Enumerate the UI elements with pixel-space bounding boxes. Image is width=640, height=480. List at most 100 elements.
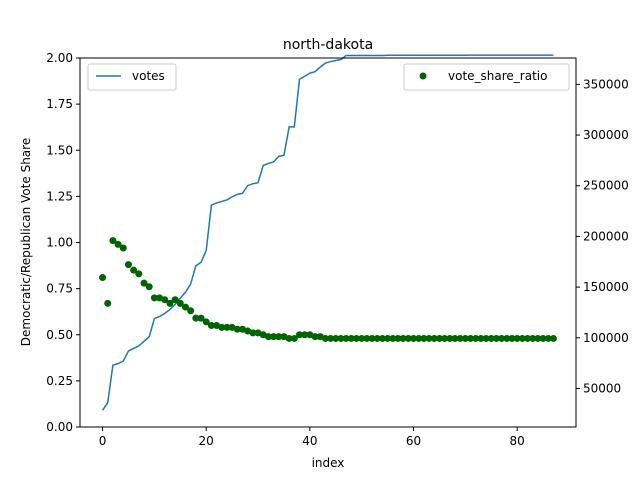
legend-votes-box [87,63,177,91]
x-tick-label: 0 [99,434,107,448]
vote-share-ratio-point [295,331,303,339]
chart-title: north-dakota [283,37,373,53]
vote-share-ratio-point [249,329,257,337]
vote-share-ratio-point [171,296,179,304]
vote-share-ratio-point [503,334,511,342]
left-y-axis: 0.00 0.25 0.50 0.75 1.00 1.25 1.50 1.75 2.00 [46,51,80,434]
plot-frame [79,57,577,428]
vote-share-ratio-point [135,270,143,278]
left-y-tick-label: 2.00 [46,51,73,65]
vote-share-ratio-point [223,323,231,331]
vote-share-ratio-point [435,334,443,342]
vote-share-ratio-point [456,334,464,342]
vote-share-ratio-point [321,334,329,342]
vote-share-ratio-point [176,299,184,307]
vote-share-ratio-point [461,334,469,342]
vote-share-ratio-point [181,303,189,311]
vote-share-ratio-point [161,296,169,304]
vote-share-ratio-point [192,314,200,322]
vote-share-ratio-point [347,334,355,342]
vote-share-ratio-point [477,334,485,342]
left-y-tick-label: 1.50 [46,143,73,157]
right-y-tick-label: 100000 [583,331,629,345]
vote-share-ratio-point [368,334,376,342]
legend-votes: votes [87,63,177,91]
vote-share-ratio-point [264,333,272,341]
vote-share-ratio-point [482,334,490,342]
legend-votes-label: votes [132,69,165,83]
x-tick-label: 20 [199,434,214,448]
vote-share-ratio-point [109,237,117,245]
legend-ratio-dot-icon [419,72,427,80]
right-y-axis: 50000 100000 150000 200000 250000 300000 35000… [576,77,629,395]
vote-share-ratio-point [104,299,112,307]
left-y-tick-label: 0.50 [46,328,73,342]
right-y-tick-label: 350000 [583,77,629,91]
vote-share-ratio-point [446,334,454,342]
vote-share-ratio-point [529,334,537,342]
vote-share-ratio-point [425,334,433,342]
vote-share-ratio-point [430,334,438,342]
vote-share-ratio-point [337,334,345,342]
vote-share-ratio-point [539,334,547,342]
x-axis: 0 20 40 60 80 [99,427,525,448]
vote-share-ratio-point [467,334,475,342]
right-y-tick-label: 200000 [583,229,629,243]
vote-share-ratio-point [218,323,226,331]
vote-share-ratio-point [285,334,293,342]
right-y-tick-label: 50000 [583,381,621,395]
left-y-tick-label: 1.75 [46,97,73,111]
vote-share-ratio-point [301,331,309,339]
vote-share-ratio-point [150,294,158,302]
vote-share-ratio-point [358,334,366,342]
left-y-tick-label: 1.00 [46,236,73,250]
vote-share-ratio-point [492,334,500,342]
right-y-tick-label: 300000 [583,128,629,142]
vote-share-ratio-point [410,334,418,342]
vote-share-ratio-point [389,334,397,342]
vote-share-ratio-point [394,334,402,342]
vote-share-ratio-point [140,279,148,287]
right-y-tick-label: 150000 [583,280,629,294]
vote-share-ratio-point [332,334,340,342]
vote-share-ratio-point [311,333,319,341]
vote-share-ratio-point [549,334,557,342]
x-axis-label: index [312,456,345,470]
legend-ratio: vote_share_ratio [403,63,570,91]
left-y-tick-label: 0.75 [46,282,73,296]
vote-share-ratio-point [363,334,371,342]
vote-share-ratio-point [166,299,174,307]
left-y-tick-label: 0.00 [46,420,73,434]
left-y-tick-label: 0.25 [46,374,73,388]
vote-share-ratio-point [233,325,241,333]
vote-share-ratio-point [399,334,407,342]
vote-share-ratio-point [534,334,542,342]
vote-share-ratio-point [472,334,480,342]
vote-share-ratio-point [145,283,153,291]
right-y-tick-label: 250000 [583,179,629,193]
vote-share-ratio-point [202,318,210,326]
vote-share-ratio-point [441,334,449,342]
vote-share-ratio-point [544,334,552,342]
vote-share-ratio-point [487,334,495,342]
vote-share-ratio-point [187,307,195,315]
plot-layer [99,54,557,411]
left-y-tick-label: 1.25 [46,189,73,203]
x-tick-label: 40 [302,434,317,448]
vote-share-ratio-point [119,244,127,252]
vote-share-ratio-point [404,334,412,342]
vote-share-ratio-point [114,240,122,248]
vote-share-ratio-point [373,334,381,342]
vote-share-ratio-point [498,334,506,342]
vote-share-ratio-point [197,314,205,322]
x-tick-label: 60 [406,434,421,448]
vote-share-ratio-point [524,334,532,342]
x-tick-label: 80 [510,434,525,448]
vote-share-ratio-point [342,334,350,342]
legend-ratio-box [403,63,570,91]
vote-share-ratio-point [327,334,335,342]
vote-share-ratio-point [275,333,283,341]
y-axis-label: Democratic/Republican Vote Share [19,138,33,346]
vote-share-ratio-point [207,322,215,330]
